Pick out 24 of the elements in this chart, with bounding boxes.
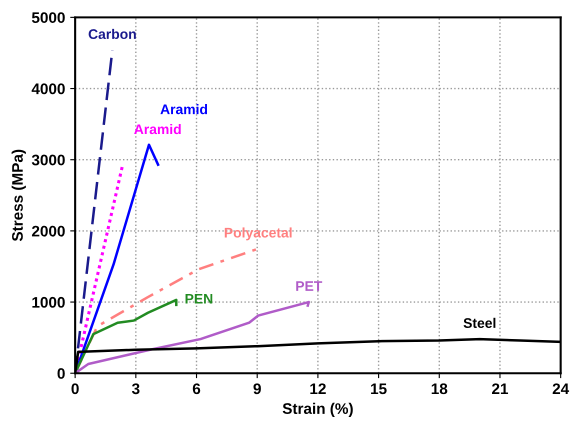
series-label: Carbon (88, 28, 136, 40)
y-tick-label: 4000 (32, 83, 65, 94)
x-tick-label: 9 (253, 383, 261, 394)
text: Aramid (160, 104, 208, 114)
y-tick-label: 1000 (32, 296, 65, 308)
x-tick-label: 6 (192, 383, 200, 394)
x-tick-label: 21 (492, 383, 508, 394)
x-tick-label: 24 (552, 383, 570, 394)
x-tick-label: 12 (310, 383, 326, 394)
x-tick-label: 3 (132, 383, 140, 394)
y-tick-label: 2000 (32, 226, 65, 237)
x-tick-label: 18 (432, 383, 448, 394)
x-tick-label: 15 (371, 384, 387, 394)
y-tick-label: 5000 (32, 12, 65, 24)
y-axis-title: Stress (MPa) (12, 150, 26, 242)
text: Aramid (134, 124, 181, 134)
series-label: PET (296, 281, 322, 291)
series-label: Steel (464, 318, 496, 328)
x-axis-title: Strain (%) (282, 402, 353, 417)
series-label: PEN (186, 294, 212, 304)
y-tick-label: 0 (58, 368, 65, 379)
y-tick-label: 3000 (32, 154, 65, 166)
x-tick-label: 0 (71, 383, 79, 394)
series-label: Polyacetal (224, 227, 292, 240)
